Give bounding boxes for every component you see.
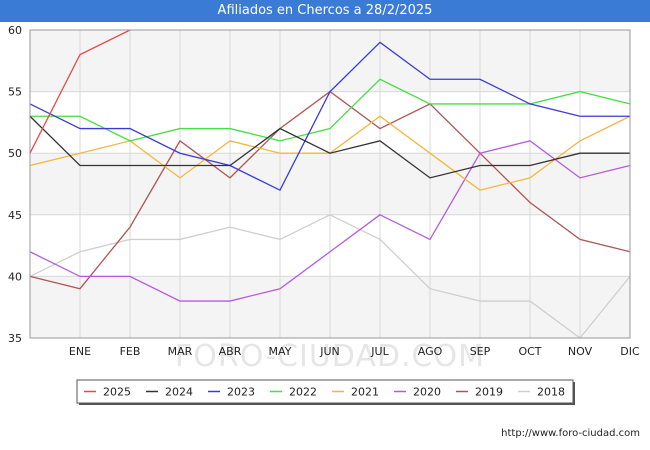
x-tick-label: SEP (470, 345, 491, 358)
legend-box (76, 379, 574, 404)
legend-label-2018: 2018 (537, 386, 565, 399)
x-tick-label: MAR (168, 345, 193, 358)
legend-label-2022: 2022 (289, 386, 317, 399)
plot-frame (29, 29, 631, 339)
y-tick-label: 50 (8, 147, 22, 160)
x-tick-label: DIC (620, 345, 640, 358)
legend-label-2023: 2023 (227, 386, 255, 399)
x-tick-label: NOV (568, 345, 593, 358)
watermark: FORO-CIUDAD.COM (175, 339, 485, 374)
x-tick-label: AGO (418, 345, 443, 358)
x-tick-label: ABR (219, 345, 242, 358)
y-tick-label: 60 (8, 24, 22, 37)
legend-label-2020: 2020 (413, 386, 441, 399)
x-tick-label: JUL (370, 345, 389, 358)
y-tick-label: 35 (8, 332, 22, 345)
legend-label-2021: 2021 (351, 386, 379, 399)
series-line-2018 (29, 214, 631, 339)
x-tick-label: OCT (518, 345, 541, 358)
x-tick-label: FEB (120, 345, 141, 358)
series-line-2020 (29, 140, 631, 302)
legend-label-2019: 2019 (475, 386, 503, 399)
series-lines (29, 29, 631, 339)
x-tick-label: ENE (69, 345, 91, 358)
y-tick-label: 45 (8, 209, 22, 222)
x-tick-label: JUN (319, 345, 340, 358)
series-line-2025 (29, 29, 131, 154)
legend-label-2025: 2025 (103, 386, 131, 399)
axes: 35 40 45 50 55 60 ENE FEB MAR ABR MAY JUN JUL AGO SEP O… (8, 24, 640, 358)
series-line-2023 (29, 41, 630, 192)
legend: 2025 2024 2023 2022 2021 2020 2019 2018 (76, 379, 575, 405)
source-link[interactable]: http://www.foro-ciudad.com (501, 428, 640, 439)
x-tick-label: MAY (269, 345, 292, 358)
y-tick-label: 40 (8, 270, 22, 283)
series-line-2024 (29, 115, 630, 179)
legend-label-2024: 2024 (165, 386, 193, 399)
chart-title: Afiliados en Chercos a 28/2/2025 (0, 0, 650, 22)
y-tick-label: 55 (8, 86, 22, 99)
